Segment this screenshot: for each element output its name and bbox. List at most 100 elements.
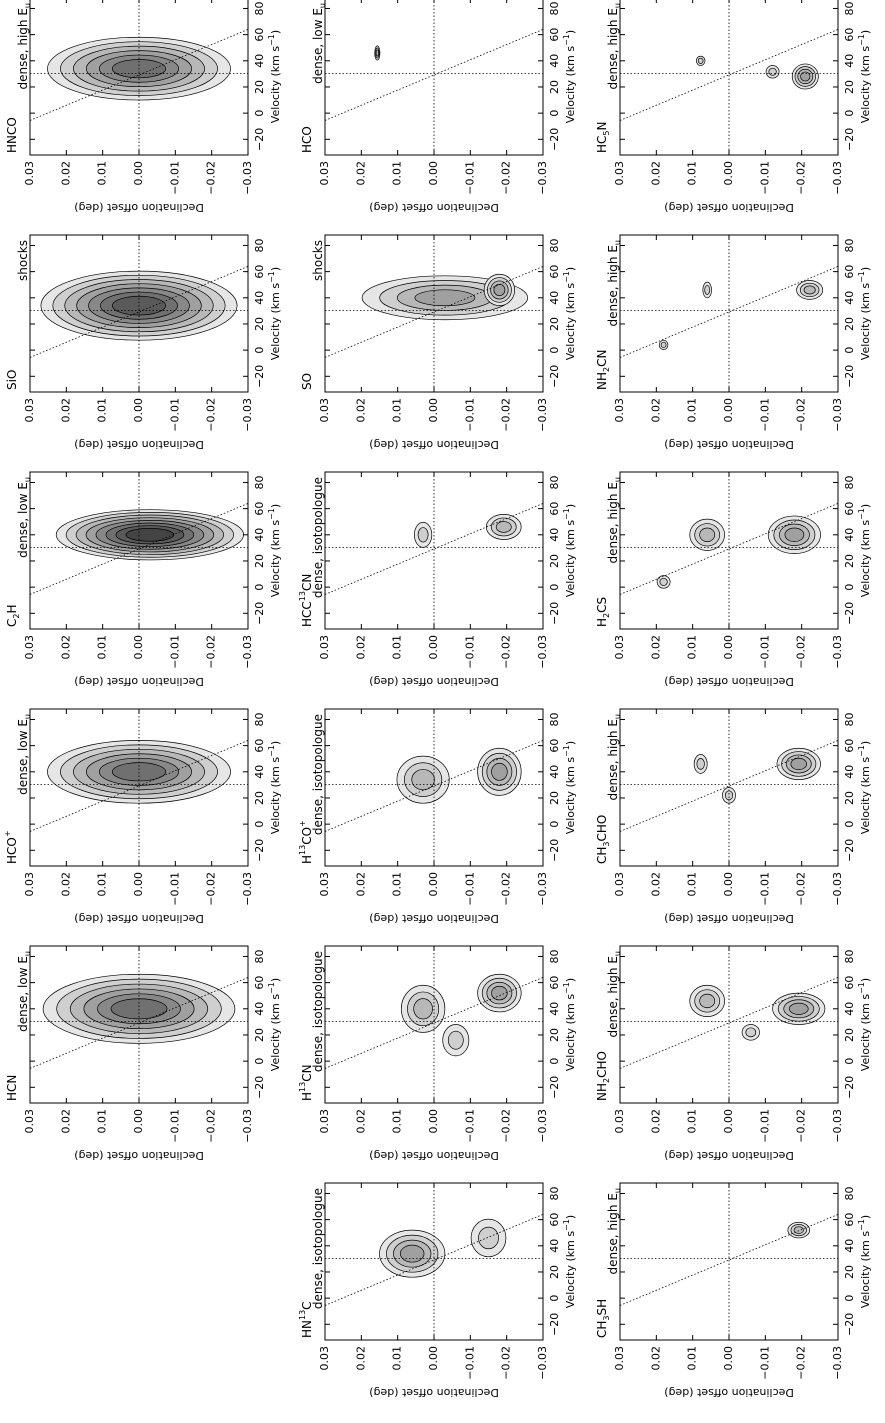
- molecule-label: NH2CN: [595, 350, 612, 390]
- text-segment: dense, high E: [606, 1193, 620, 1274]
- velocity-tick-label: 40: [843, 291, 856, 305]
- panel-description: dense, low Eu: [16, 951, 33, 1032]
- text-segment: −1: [562, 745, 571, 757]
- declination-tick-label: 0.02: [59, 398, 72, 423]
- text-segment: −1: [857, 745, 866, 757]
- declination-tick-label: −0.01: [463, 398, 476, 432]
- velocity-axis-label: Velocity (km s−1): [267, 267, 282, 360]
- declination-tick-label: 0.02: [649, 1346, 662, 1371]
- declination-tick-label: 0.01: [391, 872, 404, 897]
- velocity-tick-label: 80: [548, 238, 561, 252]
- text-segment: dense, high E: [606, 956, 620, 1037]
- declination-tick-label: 0.03: [318, 872, 331, 897]
- text-segment: shocks: [311, 240, 325, 281]
- declination-tick-label: 0.01: [686, 398, 699, 423]
- molecule-label: H13CN: [298, 1064, 314, 1101]
- declination-tick-label: 0.03: [23, 872, 36, 897]
- velocity-axis-label: Velocity (km s−1): [857, 30, 872, 123]
- text-segment: Velocity (km s: [564, 46, 577, 124]
- velocity-axis-label: Velocity (km s−1): [267, 504, 282, 597]
- declination-tick-label: 0.03: [318, 1346, 331, 1371]
- panel-description: dense, high Eu: [606, 951, 623, 1038]
- declination-tick-label: 0.03: [318, 635, 331, 660]
- text-segment: Velocity (km s: [564, 520, 577, 598]
- declination-tick-label: −0.01: [758, 635, 771, 669]
- velocity-tick-label: 20: [843, 1265, 856, 1279]
- velocity-axis-label: Velocity (km s−1): [562, 30, 577, 123]
- velocity-tick-label: 20: [253, 554, 266, 568]
- declination-tick-label: 0.02: [354, 1346, 367, 1371]
- declination-tick-label: 0.02: [354, 161, 367, 186]
- declination-tick-label: 0.03: [613, 398, 626, 423]
- declination-axis-label: Declination offset (deg): [664, 1149, 794, 1162]
- velocity-tick-label: 80: [843, 238, 856, 252]
- panel-description: shocks: [311, 240, 325, 281]
- panel-description: dense, high Eu: [606, 1188, 623, 1275]
- text-segment: ): [859, 741, 872, 745]
- velocity-tick-label: 60: [253, 265, 266, 279]
- velocity-tick-label: 80: [253, 238, 266, 252]
- declination-tick-label: 0.03: [318, 1109, 331, 1134]
- velocity-axis-label: Velocity (km s−1): [857, 504, 872, 597]
- declination-tick-label: −0.02: [205, 635, 218, 669]
- reference-line: [29, 266, 249, 358]
- declination-tick-label: −0.02: [500, 635, 513, 669]
- text-segment: ): [859, 1215, 872, 1219]
- velocity-tick-label: 60: [548, 739, 561, 753]
- velocity-tick-label: −20: [548, 1076, 561, 1099]
- declination-tick-label: −0.01: [758, 398, 771, 432]
- text-segment: Velocity (km s: [564, 757, 577, 835]
- text-segment: dense, low E: [311, 8, 325, 84]
- velocity-tick-label: 80: [548, 949, 561, 963]
- contour: [745, 1027, 757, 1038]
- velocity-tick-label: 20: [843, 791, 856, 805]
- contour: [659, 577, 668, 586]
- velocity-tick-label: 60: [843, 739, 856, 753]
- velocity-tick-label: 80: [843, 1186, 856, 1200]
- velocity-axis-label: Velocity (km s−1): [857, 741, 872, 834]
- text-segment: dense, high E: [606, 719, 620, 800]
- velocity-tick-label: 60: [548, 28, 561, 42]
- panel-description: dense, high Eu: [606, 240, 623, 327]
- declination-tick-label: 0.01: [686, 1346, 699, 1371]
- molecule-label: HC5N: [595, 122, 612, 153]
- text-segment: CN: [300, 1064, 314, 1081]
- declination-tick-label: 0.01: [96, 635, 109, 660]
- text-segment: −1: [857, 982, 866, 994]
- text-segment: CO: [300, 827, 314, 845]
- velocity-tick-label: 20: [843, 80, 856, 94]
- text-segment: H: [595, 618, 609, 627]
- declination-tick-label: −0.02: [795, 161, 808, 195]
- velocity-tick-label: −20: [548, 602, 561, 625]
- velocity-tick-label: 40: [843, 1002, 856, 1016]
- declination-tick-label: 0.02: [59, 872, 72, 897]
- text-segment: N: [595, 122, 609, 131]
- text-segment: C: [5, 619, 19, 627]
- velocity-tick-label: 40: [843, 528, 856, 542]
- velocity-axis-label: Velocity (km s−1): [562, 741, 577, 834]
- contour: [803, 285, 816, 295]
- velocity-tick-label: 0: [548, 1058, 561, 1065]
- declination-tick-label: −0.02: [795, 872, 808, 906]
- declination-tick-label: −0.02: [795, 398, 808, 432]
- declination-tick-label: −0.02: [795, 1109, 808, 1143]
- molecule-label: NH2CHO: [595, 1051, 612, 1101]
- velocity-axis-label: Velocity (km s−1): [562, 1215, 577, 1308]
- declination-tick-label: 0.00: [427, 398, 440, 423]
- molecule-label: CH3CHO: [595, 815, 612, 864]
- contour: [125, 528, 175, 542]
- declination-tick-label: −0.02: [500, 872, 513, 906]
- velocity-tick-label: −20: [548, 1313, 561, 1336]
- contour: [768, 67, 777, 76]
- contour: [784, 527, 805, 542]
- text-segment: Velocity (km s: [859, 46, 872, 124]
- text-segment: CS: [595, 597, 609, 613]
- molecule-label: CH3SH: [595, 1299, 612, 1338]
- declination-tick-label: 0.01: [96, 1109, 109, 1134]
- declination-tick-label: −0.01: [463, 635, 476, 669]
- text-segment: dense, high E: [606, 245, 620, 326]
- declination-tick-label: 0.02: [649, 635, 662, 660]
- velocity-tick-label: 40: [548, 54, 561, 68]
- text-segment: 3: [602, 842, 611, 847]
- contour: [800, 71, 811, 82]
